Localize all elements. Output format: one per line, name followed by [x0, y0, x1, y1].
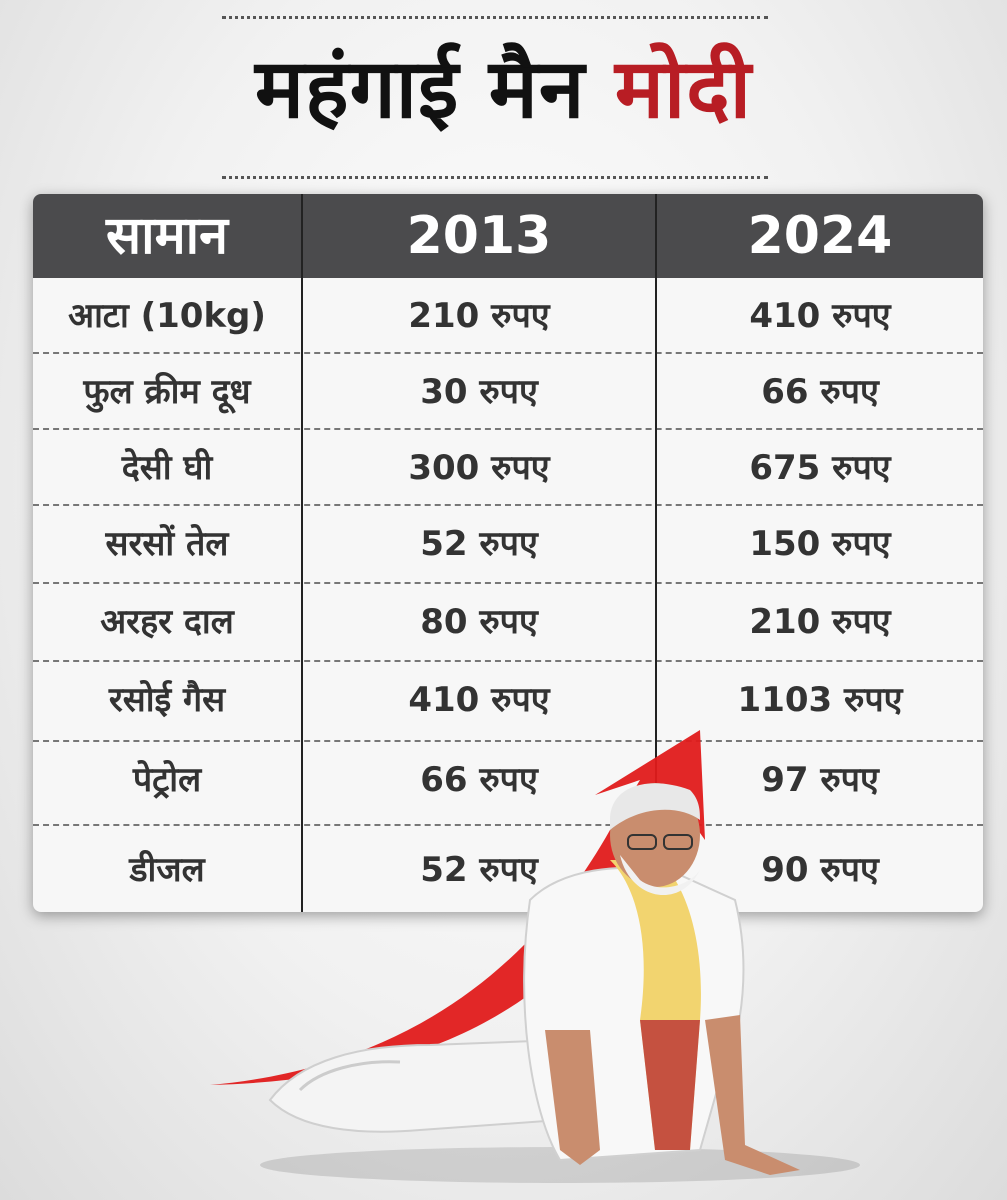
item-cell: आटा (10kg)	[68, 296, 266, 336]
item-cell: फुल क्रीम दूध	[83, 372, 251, 412]
price-2024-cell: 66 रुपए	[761, 372, 879, 412]
price-2024-cell: 675 रुपए	[749, 448, 891, 488]
price-2024-cell: 410 रुपए	[749, 296, 891, 336]
table-row: अरहर दाल 80 रुपए 210 रुपए	[33, 582, 983, 660]
price-2024-cell: 90 रुपए	[761, 850, 879, 890]
price-2024-cell: 1103 रुपए	[737, 680, 903, 720]
price-2013-cell: 66 रुपए	[420, 760, 538, 800]
item-cell: अरहर दाल	[100, 602, 234, 642]
title-prefix: महंगाई मैन	[255, 42, 586, 137]
price-2013-cell: 410 रुपए	[408, 680, 550, 720]
bottom-dotted-divider	[222, 176, 768, 179]
header-item: सामान	[105, 206, 229, 266]
header-2013: 2013	[406, 206, 552, 266]
table-row: पेट्रोल 66 रुपए 97 रुपए	[33, 740, 983, 818]
item-cell: सरसों तेल	[105, 524, 229, 564]
table-row: फुल क्रीम दूध 30 रुपए 66 रुपए	[33, 352, 983, 430]
table-row: डीजल 52 रुपए 90 रुपए	[33, 824, 983, 912]
price-2013-cell: 80 रुपए	[420, 602, 538, 642]
price-2024-cell: 97 रुपए	[761, 760, 879, 800]
table-row: देसी घी 300 रुपए 675 रुपए	[33, 428, 983, 506]
column-divider-2	[655, 194, 657, 912]
price-2013-cell: 52 रुपए	[420, 524, 538, 564]
price-2013-cell: 300 रुपए	[408, 448, 550, 488]
price-2024-cell: 210 रुपए	[749, 602, 891, 642]
title-highlight: मोदी	[614, 42, 752, 137]
column-divider-1	[301, 194, 303, 912]
table-row: आटा (10kg) 210 रुपए 410 रुपए	[33, 278, 983, 354]
item-cell: डीजल	[129, 850, 205, 890]
table-header: सामान 2013 2024	[33, 194, 983, 278]
table-row: रसोई गैस 410 रुपए 1103 रुपए	[33, 660, 983, 738]
item-cell: देसी घी	[121, 448, 213, 488]
price-2024-cell: 150 रुपए	[749, 524, 891, 564]
price-2013-cell: 210 रुपए	[408, 296, 550, 336]
header-2024: 2024	[747, 206, 893, 266]
table-row: सरसों तेल 52 रुपए 150 रुपए	[33, 504, 983, 582]
price-2013-cell: 30 रुपए	[420, 372, 538, 412]
price-2013-cell: 52 रुपए	[420, 850, 538, 890]
item-cell: पेट्रोल	[132, 760, 202, 800]
top-dotted-divider	[222, 16, 768, 19]
item-cell: रसोई गैस	[108, 680, 226, 720]
page-title: महंगाई मैन मोदी	[0, 40, 1007, 140]
price-table: सामान 2013 2024 आटा (10kg) 210 रुपए 410 …	[33, 194, 983, 912]
